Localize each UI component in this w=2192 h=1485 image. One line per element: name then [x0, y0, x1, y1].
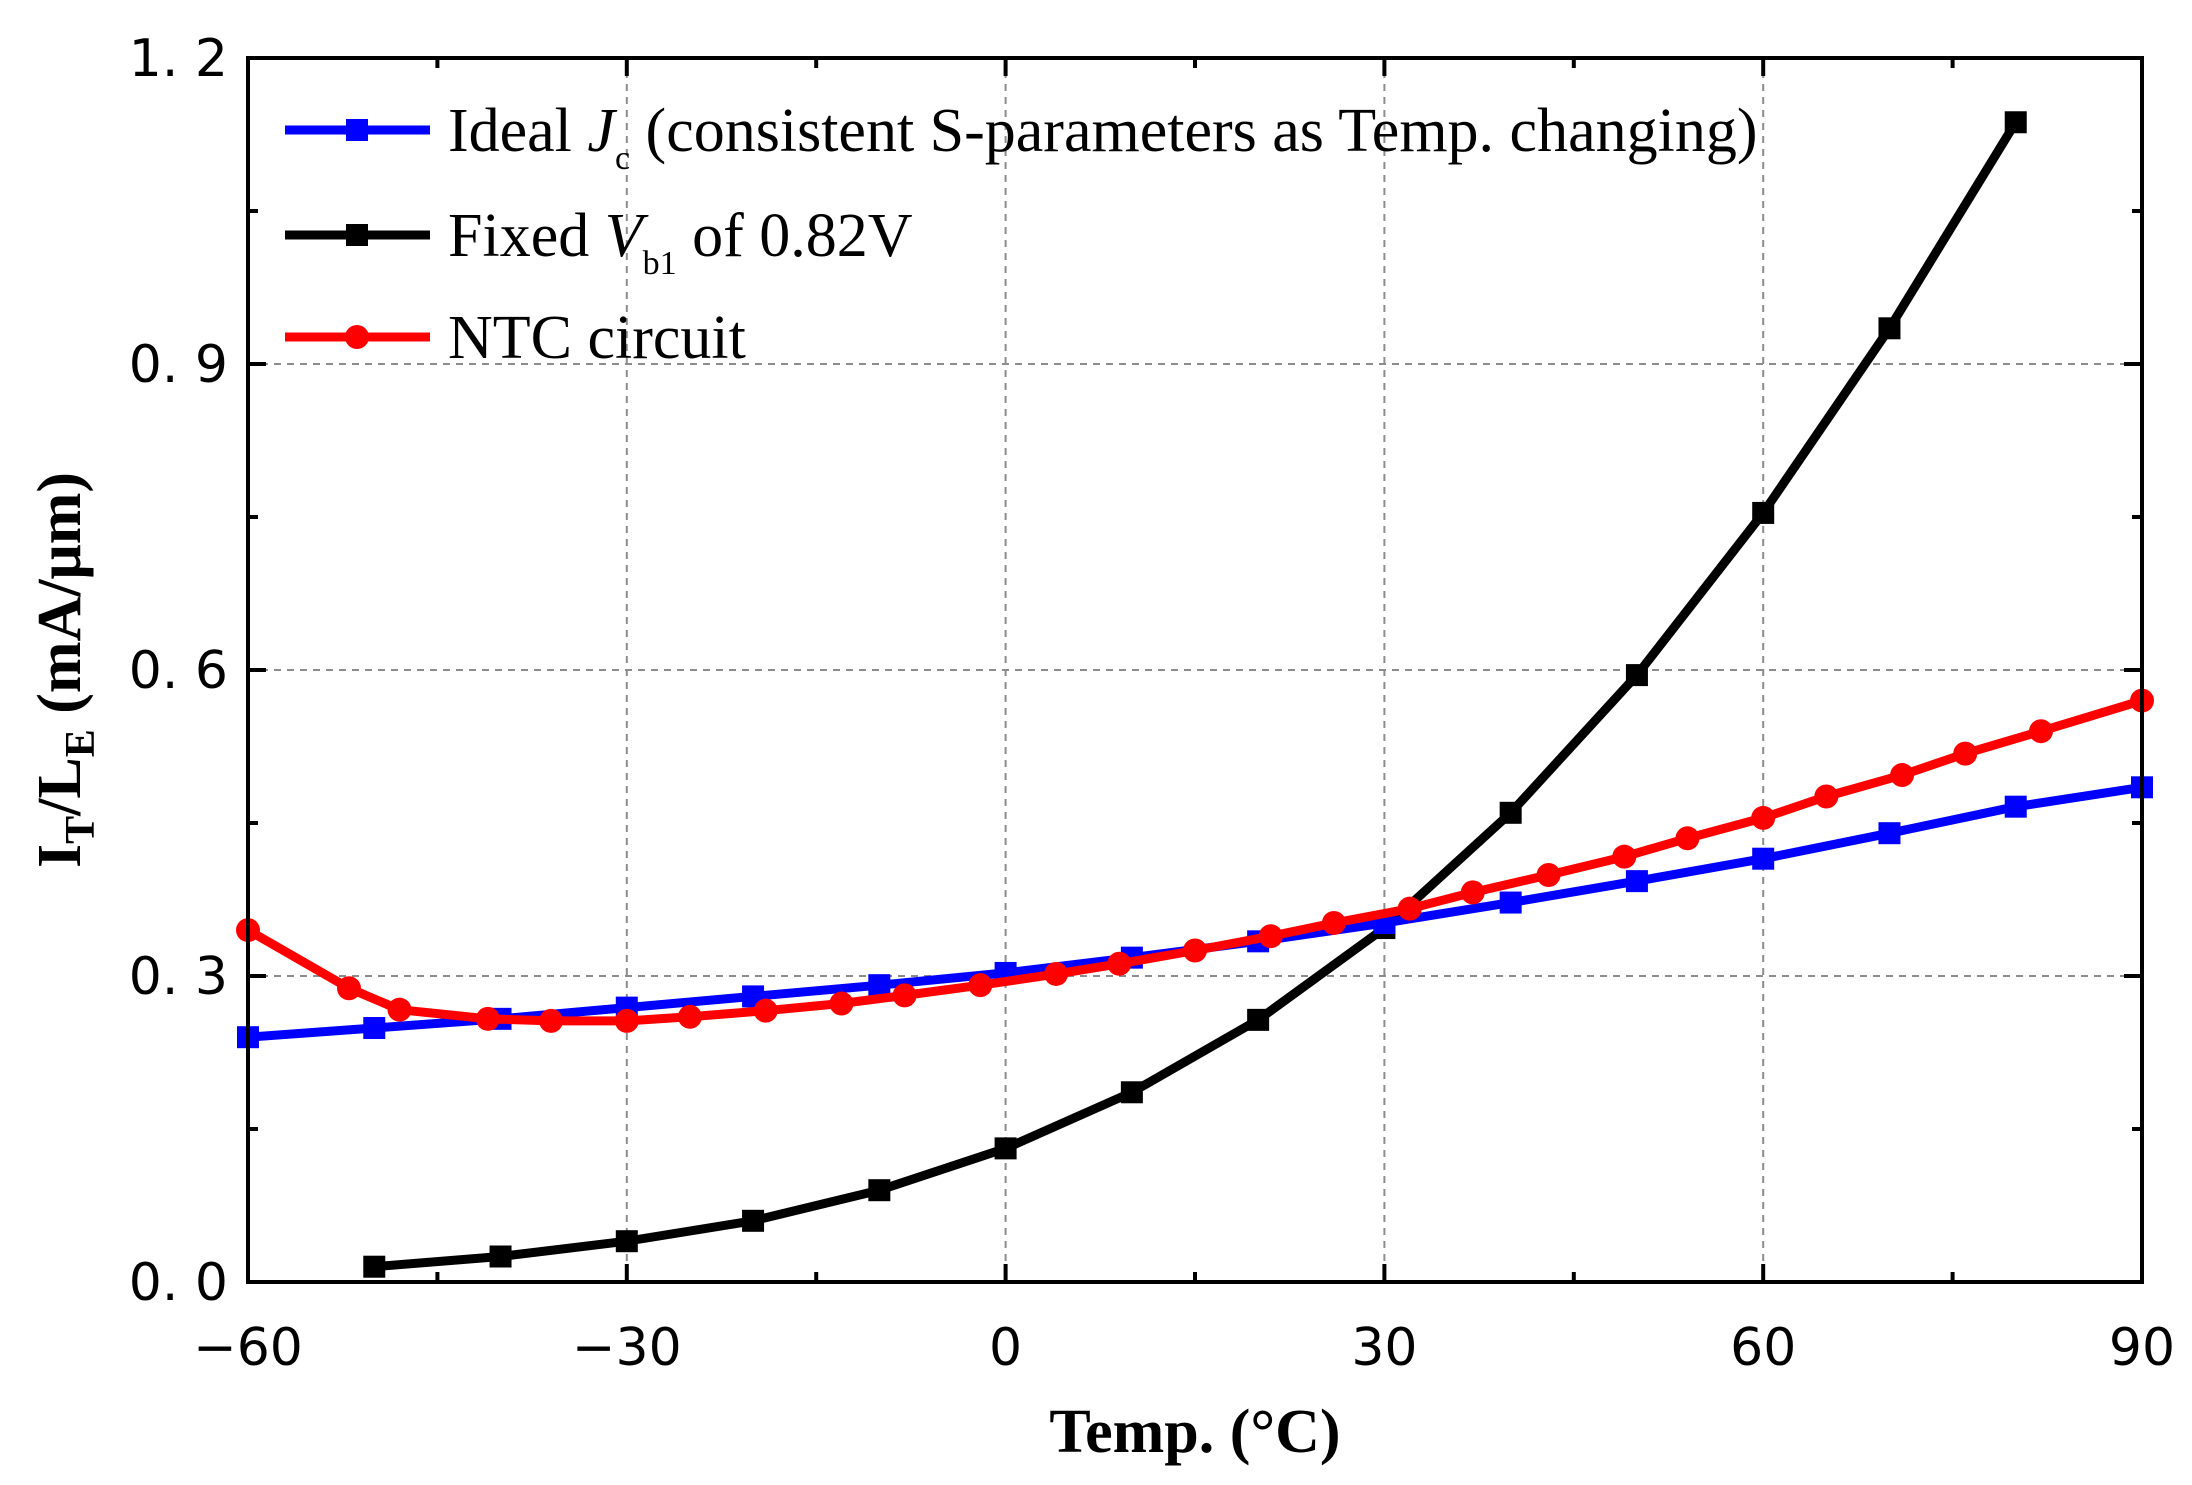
- y-axis-title-sub-1: T: [58, 816, 104, 844]
- y-axis-title-rest: (mA/μm): [26, 472, 94, 729]
- series-fixed-vb1-point: [1499, 801, 1522, 824]
- series-fixed-vb1-point: [363, 1255, 386, 1278]
- series-fixed-vb1-point: [2004, 111, 2027, 134]
- y-tick-label: 0. 9: [129, 335, 228, 395]
- series-ntc-circuit-point: [1675, 826, 1700, 851]
- y-tick-label: 0. 6: [129, 641, 228, 701]
- series-ideal-jc-point: [1878, 822, 1901, 845]
- series-ntc-circuit-point: [337, 976, 362, 1001]
- legend-label-symbol: J: [587, 97, 617, 165]
- x-axis-title: Temp. (°C): [1049, 1398, 1340, 1466]
- x-tick-label: −30: [572, 1318, 682, 1378]
- legend-entry-ideal-jc-label: Ideal Jc (consistent S-parameters as Tem…: [448, 97, 1757, 177]
- series-ntc-circuit-point: [1814, 784, 1839, 809]
- series-ntc-circuit-point: [1890, 763, 1915, 788]
- series-ntc-circuit-point: [1751, 805, 1776, 830]
- legend-label-subscript: c: [615, 140, 630, 177]
- series-ntc-circuit-point: [677, 1004, 702, 1029]
- x-tick-label: 60: [1730, 1318, 1796, 1378]
- legend-label-prefix: Ideal: [448, 97, 587, 165]
- series-ntc-circuit-point: [1183, 938, 1207, 963]
- series-fixed-vb1-point: [742, 1209, 765, 1232]
- series-ideal-jc-point: [1499, 891, 1522, 914]
- series-ntc-circuit-point: [753, 998, 778, 1023]
- y-axis-title: IT/LE (mA/μm): [26, 472, 104, 868]
- series-fixed-vb1-point: [489, 1245, 512, 1268]
- legend-label-prefix: NTC circuit: [448, 304, 746, 372]
- y-axis-title-main-1: I: [26, 844, 94, 868]
- legend-entry-fixed-vb1-label: Fixed Vb1 of 0.82V: [448, 202, 913, 282]
- series-layer: [236, 111, 2154, 1278]
- legend-entry-ideal-jc: Ideal Jc (consistent S-parameters as Tem…: [285, 97, 1757, 177]
- series-ideal-jc-line: [243, 782, 2147, 1042]
- x-tick-label: −60: [193, 1318, 303, 1378]
- series-ntc-circuit-point: [1044, 961, 1069, 986]
- grid-lines: [248, 58, 2142, 1282]
- series-fixed-vb1-point: [1878, 317, 1901, 340]
- series-ntc-circuit-point: [1107, 951, 1132, 976]
- series-ntc-circuit-point: [1397, 896, 1422, 921]
- legend-entry-ntc-circuit: NTC circuit: [285, 304, 746, 372]
- series-ntc-circuit-point: [1953, 741, 1978, 766]
- series-ntc-circuit-point: [387, 997, 412, 1022]
- series-ntc-circuit-point: [1258, 924, 1283, 949]
- x-tick-label: 90: [2109, 1318, 2175, 1378]
- axis-tick-labels: −60 −30 0 30 60 90 0. 0 0. 3 0. 6 0. 9 1. 2: [129, 29, 2175, 1378]
- series-ntc-circuit-point: [539, 1008, 564, 1033]
- series-ntc-circuit-point: [829, 991, 854, 1016]
- series-ideal-jc-point: [868, 974, 891, 997]
- series-fixed-vb1-point: [1120, 1081, 1143, 1104]
- legend-label-suffix: of 0.82V: [677, 202, 913, 270]
- x-tick-label: 0: [989, 1318, 1022, 1378]
- series-ntc-circuit-point: [968, 973, 993, 998]
- y-axis-title-main-2: /L: [26, 757, 94, 817]
- series-fixed-vb1-point: [1247, 1008, 1270, 1031]
- legend-label-symbol: V: [605, 202, 649, 270]
- series-ntc-circuit-point: [1321, 910, 1346, 935]
- series-ntc-circuit-line: [243, 696, 2147, 1026]
- series-fixed-vb1-point: [615, 1230, 638, 1253]
- series-ideal-jc-point: [363, 1017, 386, 1040]
- series-ideal-jc-point: [1625, 870, 1648, 893]
- legend-label-subscript: b1: [643, 245, 677, 282]
- series-fixed-vb1: [363, 111, 2027, 1278]
- legend-entry-fixed-vb1: Fixed Vb1 of 0.82V: [285, 202, 913, 282]
- series-ntc-circuit-point: [2028, 719, 2053, 744]
- y-tick-label: 1. 2: [129, 29, 228, 89]
- y-axis-title-sub-2: E: [58, 729, 104, 757]
- legend-label-suffix: (consistent S-parameters as Temp. changi…: [630, 97, 1757, 165]
- series-ideal-jc: [237, 776, 2153, 1049]
- series-fixed-vb1-line: [369, 117, 2021, 1272]
- series-ntc-circuit-point: [1460, 880, 1485, 905]
- legend-entry-ntc-circuit-label: NTC circuit: [448, 304, 746, 372]
- series-fixed-vb1-point: [868, 1179, 891, 1202]
- legend: Ideal Jc (consistent S-parameters as Tem…: [285, 97, 1757, 372]
- series-ntc-circuit-point: [475, 1006, 500, 1031]
- series-ntc-circuit: [236, 688, 2154, 1033]
- legend-entry-ntc-circuit-swatch-marker: [345, 325, 369, 349]
- series-fixed-vb1-point: [994, 1137, 1017, 1160]
- legend-entry-fixed-vb1-swatch-marker: [346, 224, 368, 246]
- legend-entry-ideal-jc-swatch-marker: [346, 119, 368, 141]
- y-tick-label: 0. 3: [129, 947, 228, 1007]
- series-fixed-vb1-point: [1752, 501, 1775, 524]
- series-ntc-circuit-point: [1536, 863, 1561, 888]
- y-tick-label: 0. 0: [129, 1253, 228, 1313]
- series-ntc-circuit-point: [614, 1008, 639, 1033]
- series-ideal-jc-point: [1752, 847, 1775, 870]
- series-fixed-vb1-point: [1625, 664, 1648, 687]
- x-tick-label: 30: [1351, 1318, 1417, 1378]
- legend-label-prefix: Fixed: [448, 202, 605, 270]
- series-ideal-jc-point: [2004, 795, 2027, 818]
- axis-ticks: [246, 56, 2144, 1284]
- series-ntc-circuit-point: [1612, 844, 1637, 869]
- series-ntc-circuit-point: [892, 983, 917, 1008]
